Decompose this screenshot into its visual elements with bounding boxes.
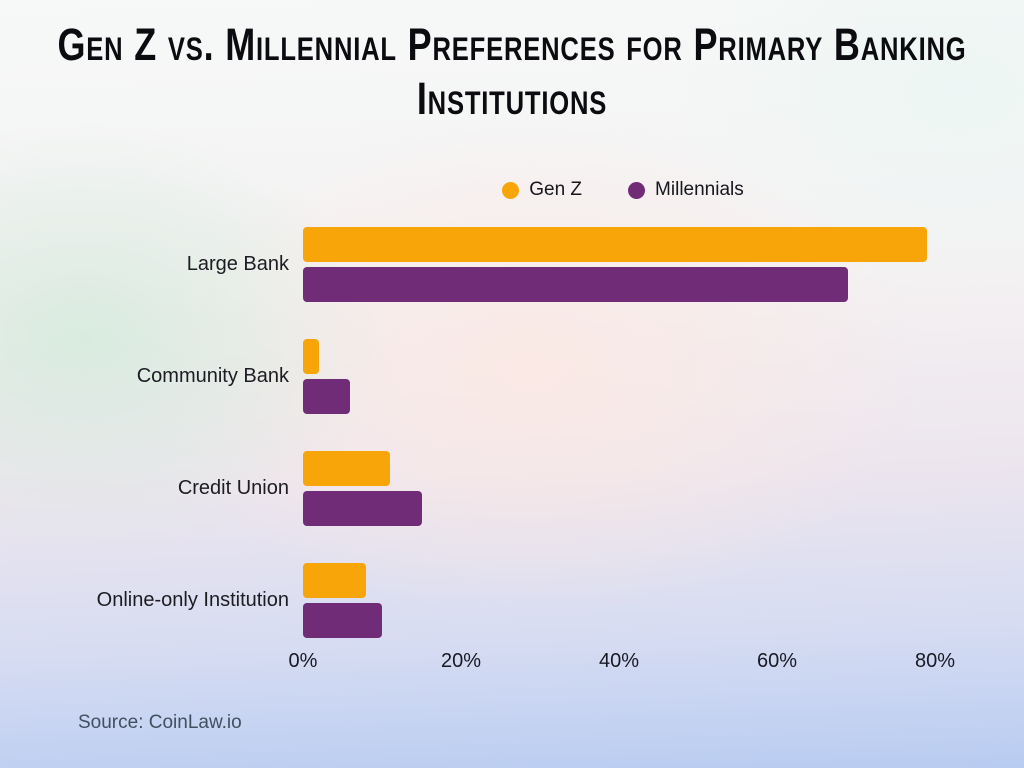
chart-row-credit-union: Credit Union: [8, 451, 927, 526]
source-caption: Source: CoinLaw.io: [78, 712, 242, 733]
x-axis: 0% 20% 40% 60% 80%: [289, 650, 963, 676]
chart-title: Gen Z vs. Millennial Preferences for Pri…: [57, 19, 967, 124]
category-label-large-bank: Large Bank: [186, 253, 289, 275]
millennials-legend-dot-icon: [628, 181, 646, 199]
bar-millennials-online-only-institution: [303, 603, 382, 638]
bar-gen-z-online-only-institution: [303, 563, 367, 598]
x-axis-tick-20: 20%: [440, 650, 482, 672]
legend-label: Gen Z: [529, 179, 583, 200]
chart-row-online-only-institution: Online-only Institution: [8, 563, 927, 638]
bar-millennials-community-bank: [303, 379, 351, 414]
chart-row-large-bank: Large Bank: [8, 227, 928, 302]
chart-row-community-bank: Community Bank: [8, 339, 927, 414]
category-label-credit-union: Credit Union: [177, 477, 289, 499]
bar-group-credit-union: [303, 451, 422, 526]
bar-gen-z-large-bank: [303, 227, 928, 262]
bar-millennials-credit-union: [303, 491, 422, 526]
x-axis-tick-0: 0%: [288, 650, 318, 672]
x-axis-tick-60: 60%: [756, 650, 798, 672]
title-wrap: Gen Z vs. Millennial Preferences for Pri…: [0, 18, 1024, 126]
category-label-community-bank: Community Bank: [136, 365, 289, 387]
legend-item-millennials: Millennials: [628, 179, 744, 201]
gen-z-legend-dot-icon: [502, 181, 520, 199]
legend-label: Millennials: [655, 179, 744, 200]
bar-group-community-bank: [303, 339, 351, 414]
x-axis-tick-40: 40%: [598, 650, 640, 672]
bar-chart: Large Bank Community Bank Credit Union Onli…: [8, 227, 928, 675]
bar-millennials-large-bank: [303, 267, 849, 302]
bar-group-large-bank: [303, 227, 928, 302]
bar-gen-z-community-bank: [303, 339, 319, 374]
x-axis-tick-80: 80%: [914, 650, 956, 672]
category-label-online-only-institution: Online-only Institution: [96, 589, 289, 611]
bar-gen-z-credit-union: [303, 451, 390, 486]
legend: Gen Z Millennials: [303, 179, 943, 201]
legend-item-gen-z: Gen Z: [502, 179, 582, 201]
bar-group-online-only-institution: [303, 563, 382, 638]
